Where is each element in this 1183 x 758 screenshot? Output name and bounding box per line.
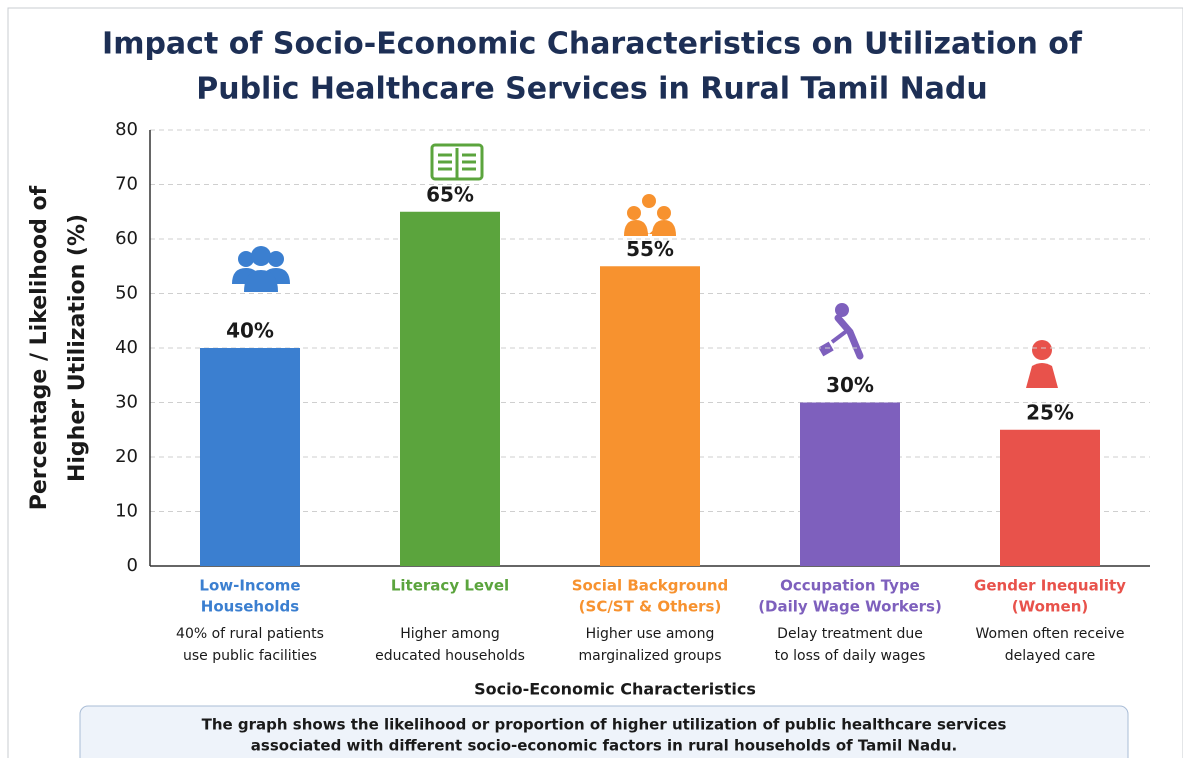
x-tick-label: Occupation Type — [780, 577, 920, 595]
value-label: 25% — [1026, 400, 1074, 424]
x-tick-label: Households — [201, 598, 300, 616]
y-tick-label: 0 — [127, 555, 138, 576]
chart-title: Public Healthcare Services in Rural Tami… — [196, 72, 988, 107]
x-tick-label: (Women) — [1012, 598, 1089, 616]
chart-title: Impact of Socio-Economic Characteristics… — [102, 27, 1083, 62]
y-tick-label: 20 — [115, 446, 138, 467]
value-label: 40% — [226, 319, 274, 343]
icon-group — [624, 194, 676, 236]
annotation: delayed care — [1005, 648, 1096, 664]
annotation: 40% of rural patients — [176, 626, 324, 642]
frame — [7, 7, 1183, 758]
x-tick-label: (Daily Wage Workers) — [758, 598, 942, 616]
x-tick-label: Social Background — [572, 577, 729, 595]
y-tick-label: 10 — [115, 501, 138, 522]
icon-woman — [1026, 340, 1058, 388]
note: associated with different socio-economic… — [251, 737, 957, 755]
bar — [800, 402, 900, 566]
y-tick-label: 60 — [115, 228, 138, 249]
annotation: Higher among — [400, 626, 500, 642]
x-axis-label: Socio-Economic Characteristics — [474, 680, 756, 699]
value-label: 55% — [626, 237, 674, 261]
x-tick-label: (SC/ST & Others) — [579, 598, 722, 616]
icon-people — [232, 246, 290, 292]
y-tick-label: 70 — [115, 174, 138, 195]
icon-book — [430, 143, 484, 181]
x-tick-label: Gender Inequality — [974, 577, 1126, 595]
annotation: educated households — [375, 648, 525, 664]
value-label: 65% — [426, 182, 474, 206]
y-axis-label: Percentage / Likelihood of — [27, 185, 52, 510]
y-tick-label: 40 — [115, 337, 138, 358]
bar — [600, 266, 700, 566]
x-tick-label: Low-Income — [199, 577, 300, 595]
y-tick-label: 50 — [115, 283, 138, 304]
annotation: use public facilities — [183, 648, 317, 664]
bar — [200, 348, 300, 566]
annotation: Women often receive — [976, 626, 1125, 642]
annotation: marginalized groups — [579, 648, 722, 664]
y-axis-label: Higher Utilization (%) — [65, 214, 90, 482]
note: The graph shows the likelihood or propor… — [202, 716, 1007, 734]
bar — [400, 211, 500, 566]
note-box — [79, 705, 1129, 758]
y-tick-label: 30 — [115, 392, 138, 413]
x-tick-label: Literacy Level — [391, 577, 509, 595]
bar — [1000, 429, 1100, 566]
annotation: Delay treatment due — [777, 626, 923, 642]
annotation: to loss of daily wages — [775, 648, 926, 664]
y-tick-label: 80 — [115, 119, 138, 140]
value-label: 30% — [826, 373, 874, 397]
annotation: Higher use among — [586, 626, 715, 642]
